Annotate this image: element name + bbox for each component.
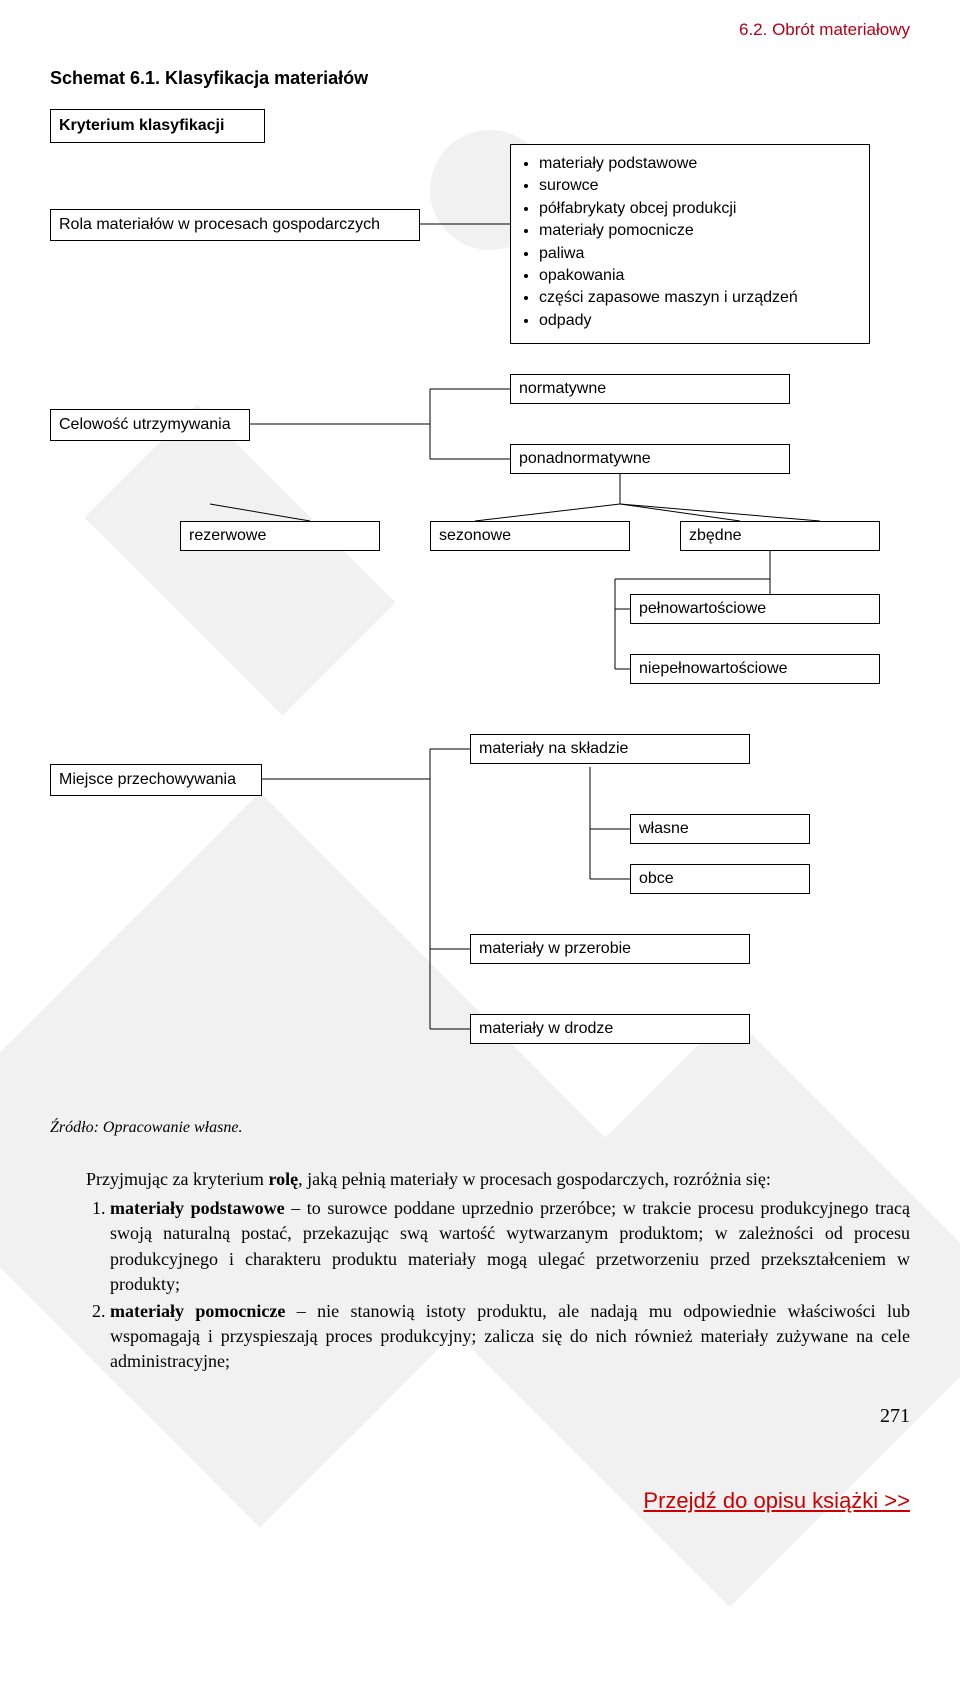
rola-items-list: materiały podstawowe surowce półfabrykat… [521, 153, 798, 332]
box-pelnowartosciowe: pełnowartościowe [630, 594, 880, 624]
item2-label: materiały pomocnicze [110, 1301, 285, 1321]
list-item: materiały pomocnicze [539, 220, 798, 242]
classification-diagram: Kryterium klasyfikacji Rola materiałów w… [50, 109, 910, 1109]
page-number: 271 [50, 1405, 910, 1428]
list-item: części zapasowe maszyn i urządzeń [539, 287, 798, 309]
para-lead2: , jaką pełnią materiały w procesach gosp… [298, 1169, 771, 1189]
box-zbedne: zbędne [680, 521, 880, 551]
footer-link-area: Przejdź do opisu książki >> [0, 1468, 960, 1534]
list-item: materiały podstawowe [539, 153, 798, 175]
box-rola-items: materiały podstawowe surowce półfabrykat… [510, 144, 870, 344]
para-lead: Przyjmując za kryterium [86, 1169, 268, 1189]
box-rezerwowe: rezerwowe [180, 521, 380, 551]
box-przerobie: materiały w przerobie [470, 934, 750, 964]
box-niepelnowartosciowe: niepełnowartościowe [630, 654, 880, 684]
box-drodze: materiały w drodze [470, 1014, 750, 1044]
list-item-2: materiały pomocnicze – nie stanowią isto… [110, 1299, 910, 1375]
box-sezonowe: sezonowe [430, 521, 630, 551]
box-ponadnormatywne: ponadnormatywne [510, 444, 790, 474]
box-rola: Rola materiałów w procesach gospodarczyc… [50, 209, 420, 241]
box-celowosc: Celowość utrzymywania [50, 409, 250, 441]
book-description-link[interactable]: Przejdź do opisu książki >> [643, 1488, 910, 1513]
list-item: paliwa [539, 243, 798, 265]
page-header: 6.2. Obrót materiałowy [50, 20, 910, 40]
schemat-title: Schemat 6.1. Klasyfikacja materiałów [50, 68, 910, 89]
source-line: Źródło: Opracowanie własne. [50, 1119, 910, 1137]
list-item: opakowania [539, 265, 798, 287]
list-item: odpady [539, 310, 798, 332]
box-kryterium: Kryterium klasyfikacji [50, 109, 265, 143]
para-bold-role: rolę [268, 1169, 298, 1189]
item1-label: materiały podstawowe [110, 1198, 285, 1218]
list-item-1: materiały podstawowe – to surowce poddan… [110, 1196, 910, 1297]
box-normatywne: normatywne [510, 374, 790, 404]
box-miejsce: Miejsce przechowywania [50, 764, 262, 796]
list-item: surowce [539, 175, 798, 197]
box-obce: obce [630, 864, 810, 894]
section-label: 6.2. Obrót materiałowy [739, 20, 910, 39]
list-item: półfabrykaty obcej produkcji [539, 198, 798, 220]
box-wlasne: własne [630, 814, 810, 844]
body-text: Przyjmując za kryterium rolę, jaką pełni… [50, 1167, 910, 1375]
box-skladzie: materiały na składzie [470, 734, 750, 764]
